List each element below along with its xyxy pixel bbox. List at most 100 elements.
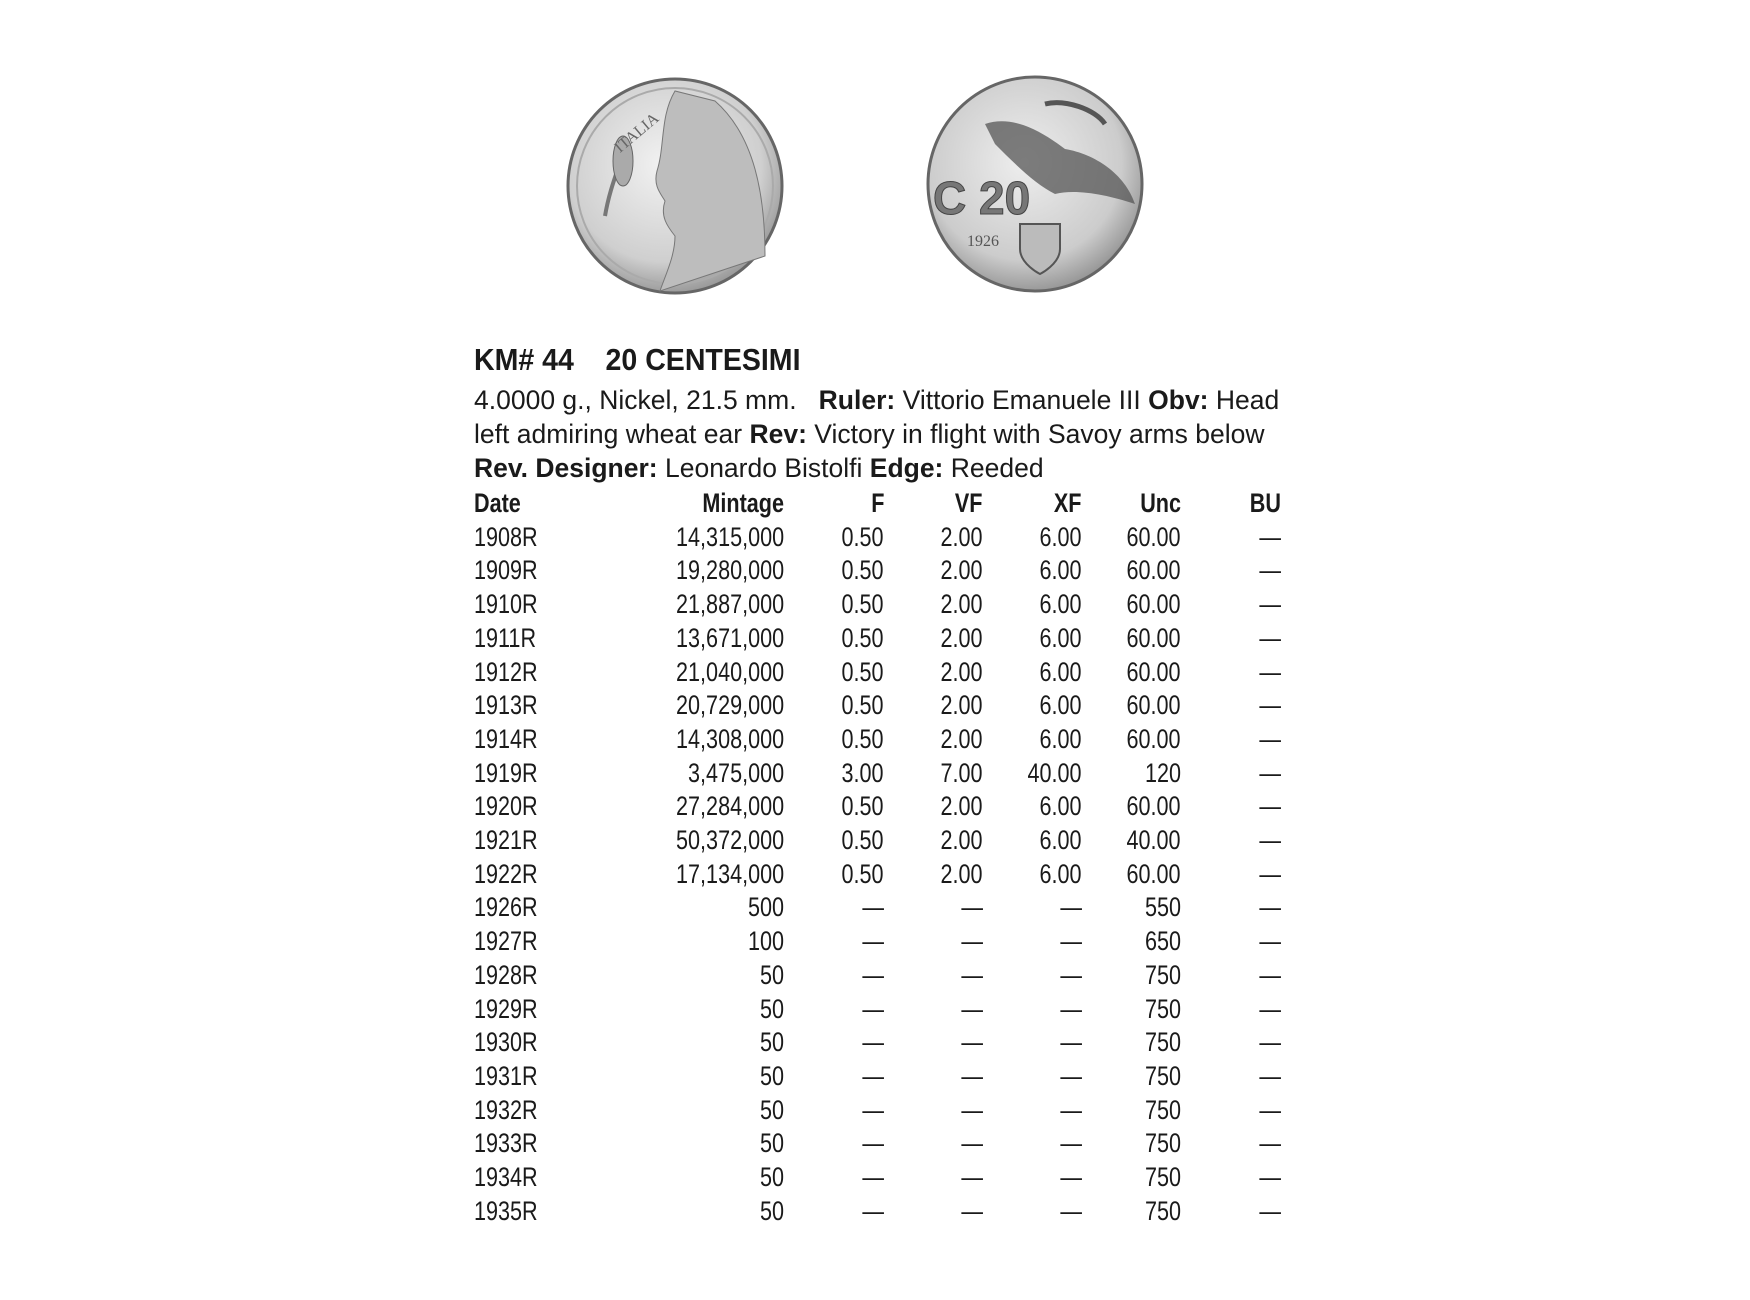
- rev-label: Rev:: [749, 419, 807, 449]
- cell-xf: —: [983, 1195, 1082, 1229]
- header-text: VF: [955, 488, 983, 518]
- cell-mintage: 50: [604, 1060, 784, 1094]
- cell-xf: —: [983, 1094, 1082, 1128]
- cell-bu: —: [1181, 1161, 1281, 1195]
- cell-text: 1933R: [474, 1128, 538, 1159]
- cell-date: 1933R: [474, 1127, 604, 1161]
- column-header-unc: Unc: [1082, 487, 1181, 521]
- cell-text: —: [1259, 757, 1281, 788]
- cell-mintage: 50: [604, 959, 784, 993]
- cell-text: —: [1259, 959, 1281, 990]
- header-text: Unc: [1140, 488, 1181, 518]
- column-header-mintage: Mintage: [604, 487, 784, 521]
- cell-f: —: [784, 959, 884, 993]
- cell-text: 750: [1144, 993, 1181, 1024]
- cell-text: 1921R: [474, 825, 538, 856]
- cell-text: 1912R: [474, 656, 538, 687]
- cell-unc: 60.00: [1082, 790, 1181, 824]
- cell-text: —: [1259, 589, 1281, 620]
- cell-f: —: [784, 925, 884, 959]
- cell-unc: 750: [1082, 1195, 1181, 1229]
- cell-mintage: 21,887,000: [604, 588, 784, 622]
- cell-text: 0.50: [841, 656, 884, 687]
- cell-text: 1922R: [474, 858, 538, 889]
- cell-text: —: [1259, 555, 1281, 586]
- cell-text: 750: [1144, 1094, 1181, 1125]
- cell-text: 27,284,000: [675, 791, 784, 822]
- cell-text: 3.00: [841, 757, 884, 788]
- cell-f: 0.50: [784, 689, 884, 723]
- cell-text: —: [1060, 926, 1082, 957]
- cell-text: —: [862, 959, 884, 990]
- cell-vf: —: [884, 1094, 983, 1128]
- cell-text: —: [862, 1195, 884, 1226]
- cell-vf: 2.00: [884, 554, 983, 588]
- cell-date: 1909R: [474, 554, 604, 588]
- cell-text: 6.00: [1039, 521, 1082, 552]
- cell-bu: —: [1181, 1094, 1281, 1128]
- cell-date: 1914R: [474, 723, 604, 757]
- cell-xf: 6.00: [983, 858, 1082, 892]
- cell-text: 120: [1144, 757, 1181, 788]
- cell-text: 50: [759, 1027, 784, 1058]
- cell-mintage: 13,671,000: [604, 622, 784, 656]
- cell-text: 1920R: [474, 791, 538, 822]
- table-row: 1934R 50 — — — 750 —: [474, 1161, 1281, 1195]
- cell-xf: 6.00: [983, 588, 1082, 622]
- cell-text: 2.00: [940, 858, 983, 889]
- cell-text: 2.00: [940, 555, 983, 586]
- cell-bu: —: [1181, 925, 1281, 959]
- cell-bu: —: [1181, 1127, 1281, 1161]
- cell-unc: 40.00: [1082, 824, 1181, 858]
- cell-text: —: [1259, 825, 1281, 856]
- cell-text: 6.00: [1039, 791, 1082, 822]
- cell-mintage: 14,315,000: [604, 521, 784, 555]
- edge-value: Reeded: [950, 453, 1044, 483]
- cell-text: 1934R: [474, 1162, 538, 1193]
- cell-text: —: [961, 1195, 983, 1226]
- obv-value: Head left admiring wheat ear: [474, 385, 1280, 449]
- cell-vf: —: [884, 1127, 983, 1161]
- cell-unc: 750: [1082, 1026, 1181, 1060]
- cell-text: 2.00: [940, 656, 983, 687]
- cell-text: —: [862, 1027, 884, 1058]
- cell-mintage: 100: [604, 925, 784, 959]
- cell-f: 3.00: [784, 757, 884, 791]
- cell-vf: —: [884, 925, 983, 959]
- cell-text: —: [1060, 892, 1082, 923]
- cell-f: —: [784, 891, 884, 925]
- cell-vf: 2.00: [884, 723, 983, 757]
- cell-date: 1927R: [474, 925, 604, 959]
- cell-mintage: 50: [604, 1094, 784, 1128]
- cell-unc: 60.00: [1082, 588, 1181, 622]
- column-header-bu: BU: [1181, 487, 1281, 521]
- cell-date: 1934R: [474, 1161, 604, 1195]
- cell-text: —: [862, 993, 884, 1024]
- cell-text: 6.00: [1039, 622, 1082, 653]
- cell-text: 40.00: [1126, 825, 1181, 856]
- table-row: 1933R 50 — — — 750 —: [474, 1127, 1281, 1161]
- cell-mintage: 20,729,000: [604, 689, 784, 723]
- cell-text: 2.00: [940, 622, 983, 653]
- cell-mintage: 50: [604, 1195, 784, 1229]
- cell-text: 60.00: [1126, 622, 1181, 653]
- cell-bu: —: [1181, 757, 1281, 791]
- svg-text:1926: 1926: [967, 233, 999, 250]
- cell-text: 13,671,000: [675, 622, 784, 653]
- table-row: 1927R 100 — — — 650 —: [474, 925, 1281, 959]
- cell-text: —: [1259, 1195, 1281, 1226]
- cell-vf: —: [884, 993, 983, 1027]
- cell-f: —: [784, 1060, 884, 1094]
- cell-text: 2.00: [940, 791, 983, 822]
- cell-unc: 750: [1082, 959, 1181, 993]
- cell-text: 6.00: [1039, 690, 1082, 721]
- cell-text: —: [1259, 1027, 1281, 1058]
- cell-xf: 6.00: [983, 656, 1082, 690]
- cell-bu: —: [1181, 790, 1281, 824]
- svg-text:C 20: C 20: [933, 172, 1030, 224]
- cell-text: —: [1060, 993, 1082, 1024]
- cell-text: —: [1060, 959, 1082, 990]
- cell-text: —: [1259, 723, 1281, 754]
- cell-unc: 60.00: [1082, 521, 1181, 555]
- cell-text: 6.00: [1039, 723, 1082, 754]
